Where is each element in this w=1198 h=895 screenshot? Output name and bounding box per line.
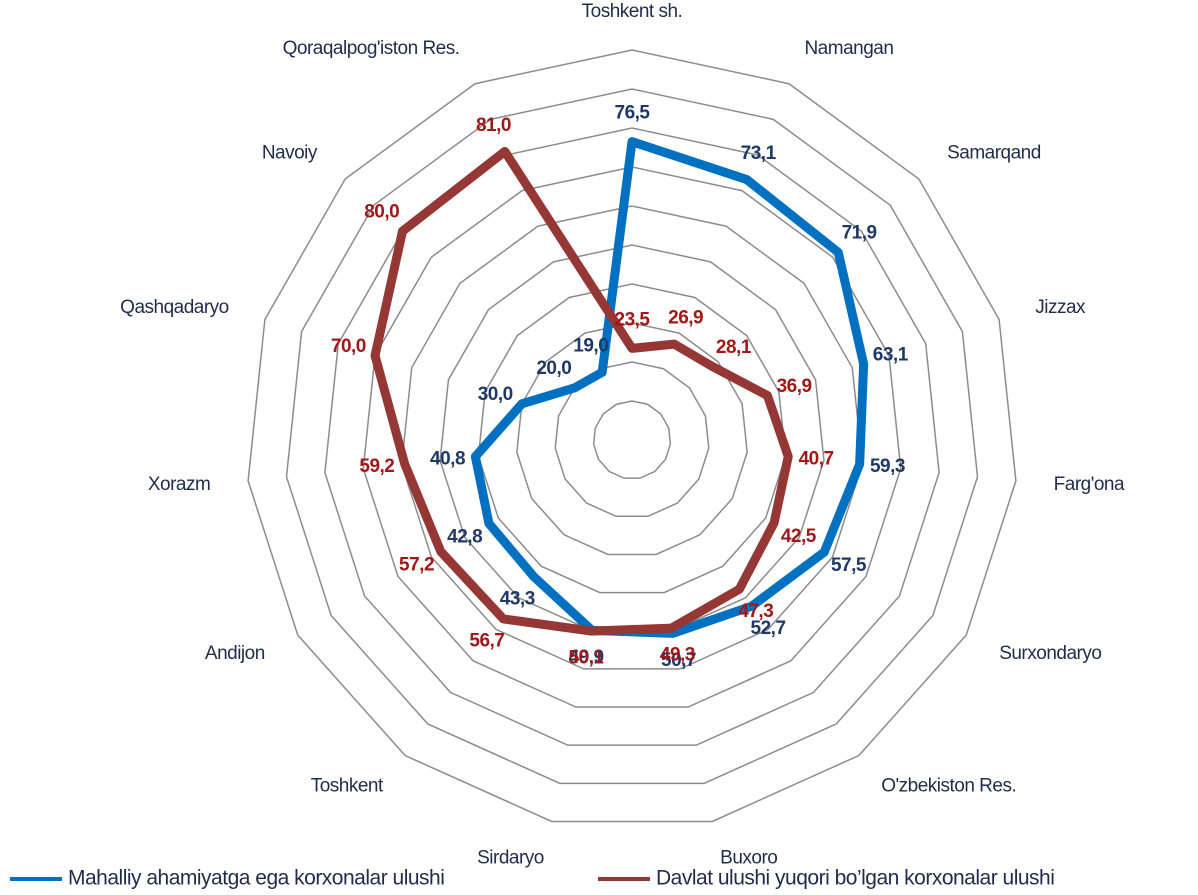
value-label: 30,0 (478, 384, 513, 405)
value-label: 70,0 (331, 336, 366, 357)
value-label: 19,0 (573, 336, 608, 357)
grid-ring (554, 361, 710, 518)
value-label: 50,7 (661, 650, 696, 671)
category-label: Samarqand (947, 143, 1041, 164)
value-label: 20,0 (536, 358, 571, 379)
grid-ring (477, 283, 787, 594)
value-label: 26,9 (668, 308, 703, 329)
value-label: 59,3 (870, 456, 905, 477)
grid-ring (592, 400, 672, 479)
value-label: 76,5 (615, 103, 651, 124)
grid-ring (247, 49, 1017, 823)
category-label: Buxoro (720, 848, 777, 869)
legend-label: Davlat ulushi yuqori bo’lgan korxonalar … (656, 867, 1054, 890)
category-label: Sirdaryo (477, 848, 544, 869)
grid-ring (516, 322, 748, 556)
category-label: Andijon (205, 643, 265, 664)
category-label: Jizzax (1035, 297, 1086, 318)
value-label: 42,5 (781, 526, 817, 547)
value-label: 59,2 (359, 456, 394, 477)
value-label: 63,1 (873, 344, 909, 365)
value-label: 42,8 (447, 526, 482, 547)
value-label: 80,0 (364, 202, 399, 223)
grid-ring (362, 166, 902, 708)
value-label: 40,7 (799, 449, 834, 470)
category-label: Qashqadaryo (120, 297, 229, 318)
value-label: 49,9 (569, 647, 604, 668)
value-label: 56,7 (469, 631, 504, 652)
category-label: Namangan (804, 38, 893, 59)
category-label: Toshkent (311, 775, 384, 796)
value-label: 23,5 (615, 309, 651, 330)
category-label: Toshkent sh. (582, 1, 683, 22)
grid-ring (285, 88, 979, 785)
value-label: 28,1 (716, 337, 752, 358)
grid-ring (324, 127, 940, 746)
legend-label: Mahalliy ahamiyatga ega korxonalar ulush… (68, 867, 444, 890)
category-label: Xorazm (148, 474, 210, 495)
value-label: 49,3 (660, 644, 695, 665)
value-label: 43,3 (500, 588, 535, 609)
category-label: Navoiy (262, 143, 318, 164)
value-label: 71,9 (842, 223, 877, 244)
value-label: 81,0 (476, 115, 511, 136)
category-label: O'zbekiston Res. (881, 775, 1016, 796)
value-label: 50,1 (568, 648, 604, 669)
category-label: Surxondaryo (999, 643, 1101, 664)
value-label: 73,1 (741, 143, 777, 164)
value-label: 47,3 (738, 601, 773, 622)
grid-ring (400, 205, 864, 670)
value-label: 40,8 (430, 449, 465, 470)
value-label: 57,5 (831, 555, 867, 576)
category-label: Qoraqalpog'iston Res. (283, 38, 460, 59)
value-label: 36,9 (777, 376, 812, 397)
series-line (370, 146, 793, 636)
value-label: 57,2 (399, 555, 434, 576)
value-label: 52,7 (751, 618, 786, 639)
category-label: Farg'ona (1054, 474, 1125, 495)
